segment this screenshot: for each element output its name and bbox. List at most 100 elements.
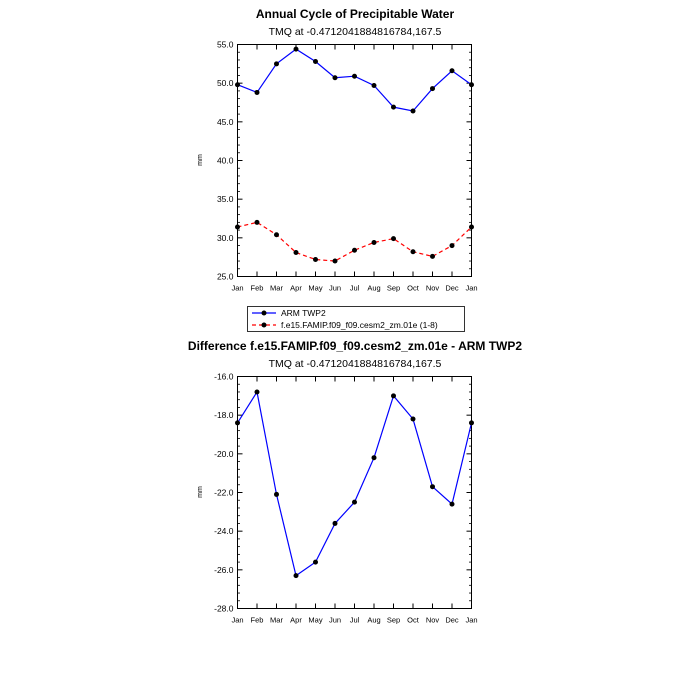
chart2-ytick-label: -26.0 — [214, 565, 234, 575]
chart2-subtitle: TMQ at -0.4712041884816784,167.5 — [269, 358, 442, 370]
chart1-xtick-label: Jun — [329, 284, 341, 293]
chart1-series-0-point — [371, 82, 377, 88]
chart2-xtick-label: Jan — [465, 616, 477, 625]
chart2-series-0-point — [469, 420, 474, 426]
chart1-xtick-label: Jul — [350, 284, 360, 293]
chart1-ylabel: mm — [197, 154, 204, 166]
chart2-series-line-0 — [236, 390, 473, 577]
chart1-series-1-point — [410, 249, 416, 255]
chart2-series-0-point — [293, 573, 299, 579]
chart1-series-0-point — [352, 73, 357, 79]
chart1-series-1-point — [235, 224, 240, 230]
chart1-series-0-point — [293, 46, 299, 52]
chart2-series-0-point — [254, 389, 260, 395]
chart1-series-1-point — [391, 236, 396, 242]
chart1-title: Annual Cycle of Precipitable Water — [256, 7, 455, 21]
chart2-xtick-label: Dec — [445, 616, 459, 625]
chart1-xtick-label: Jan — [231, 284, 243, 293]
chart2-series-0-point — [410, 416, 416, 422]
chart1-series-0-point — [469, 82, 474, 88]
chart1-series-1-point — [313, 256, 318, 262]
chart2-xtick-label: Mar — [270, 616, 283, 625]
chart1-xtick-label: Mar — [270, 284, 283, 293]
chart1-ytick-label: 55.0 — [217, 40, 234, 50]
chart2-xtick-label: Jul — [350, 616, 360, 625]
chart2-ytick-label: -22.0 — [214, 488, 234, 498]
chart2-xtick-label: Sep — [387, 616, 400, 625]
chart2-xtick-label: Nov — [426, 616, 440, 625]
chart1-series-1-point — [469, 224, 474, 230]
chart1-series-1-point — [352, 247, 357, 253]
chart1-series-1-point — [274, 232, 279, 238]
chart2-xtick-label: Oct — [407, 616, 420, 625]
chart1-ytick-label: 30.0 — [217, 233, 234, 243]
chart1-subtitle: TMQ at -0.4712041884816784,167.5 — [269, 26, 442, 38]
chart2-series-0-point — [313, 559, 318, 565]
chart1-ytick-label: 45.0 — [217, 117, 234, 127]
chart1-series-line-0 — [237, 48, 472, 112]
chart1-ytick-label: 25.0 — [217, 272, 234, 282]
chart1-series-1-point — [449, 243, 455, 249]
chart1-series-0-point — [391, 104, 396, 110]
chart1-series-0-point — [449, 68, 455, 74]
chart2-ytick-label: -24.0 — [214, 526, 234, 536]
chart1-series-1-point — [293, 250, 299, 256]
chart2-title: Difference f.e15.FAMIP.f09_f09.cesm2_zm.… — [188, 339, 522, 353]
chart2-ytick-label: -18.0 — [214, 410, 234, 420]
chart1-series — [235, 46, 474, 264]
chart1-ytick-label: 50.0 — [217, 78, 234, 88]
legend-marker-arm — [261, 310, 267, 316]
chart1-xtick-label: May — [308, 284, 322, 293]
chart1-xtick-label: Feb — [251, 284, 264, 293]
chart1-series-0-point — [332, 75, 338, 81]
legend-label-model: f.e15.FAMIP.f09_f09.cesm2_zm.01e (1-8) — [281, 320, 438, 330]
chart1-xtick-label: Sep — [387, 284, 400, 293]
chart2-xtick-label: May — [308, 616, 322, 625]
chart2-series-0-point — [352, 499, 357, 505]
chart1-xtick-label: Dec — [445, 284, 459, 293]
chart1-xtick-label: Aug — [367, 284, 380, 293]
chart1-series-1-point — [254, 219, 260, 225]
chart1-series-1-point — [430, 253, 435, 259]
chart1-series-1-point — [371, 239, 377, 245]
chart2-xtick-label: Jan — [231, 616, 243, 625]
chart1-y-axis: 25.0 30.0 35.0 40.0 45.0 50.0 55.0 — [217, 40, 472, 282]
chart1-ytick-label: 40.0 — [217, 156, 234, 166]
difference-chart: Difference f.e15.FAMIP.f09_f09.cesm2_zm.… — [188, 339, 522, 625]
chart2-series-0-point — [235, 420, 240, 426]
chart1-series-1-point — [332, 258, 338, 264]
chart1-plot-frame — [237, 44, 472, 277]
chart1-series-line-1 — [237, 221, 472, 262]
chart2-ytick-label: -28.0 — [214, 604, 234, 614]
annual-cycle-chart: Annual Cycle of Precipitable Water TMQ a… — [197, 7, 478, 293]
chart1-ytick-label: 35.0 — [217, 194, 234, 204]
chart1-series-0-point — [410, 108, 416, 114]
chart2-ytick-label: -20.0 — [214, 449, 234, 459]
chart2-xtick-label: Apr — [290, 616, 302, 625]
chart2-xtick-label: Jun — [329, 616, 341, 625]
chart1-xtick-label: Nov — [426, 284, 440, 293]
chart1-series-0-point — [274, 61, 279, 67]
legend-label-arm: ARM TWP2 — [281, 308, 326, 318]
legend-box — [247, 306, 465, 332]
chart2-series-0-point — [371, 455, 377, 461]
chart2-plot-frame — [237, 376, 472, 609]
chart2-x-axis: Jan Feb Mar Apr May Jun Jul Aug Sep Oct Nov Dec Jan — [231, 376, 478, 625]
chart1-series-0-point — [254, 89, 260, 95]
legend-marker-model — [261, 322, 267, 328]
chart2-series-0-point — [449, 501, 455, 507]
chart1-x-axis: Jan Feb Mar Apr May Jun Jul Aug Sep Oct Nov Dec Jan — [231, 44, 478, 293]
chart2-ytick-label: -16.0 — [214, 372, 234, 382]
chart2-series-0-point — [274, 491, 279, 497]
chart2-xtick-label: Aug — [367, 616, 380, 625]
chart2-series-0-point — [391, 393, 396, 399]
chart2-y-axis: -28.0 -26.0 -24.0 -22.0 -20.0 -18.0 -16.0 — [214, 372, 472, 614]
chart1-xtick-label: Oct — [407, 284, 420, 293]
chart2-series-0-point — [430, 484, 435, 490]
chart1-xtick-label: Apr — [290, 284, 302, 293]
chart2-series-0-point — [332, 520, 338, 526]
chart1-series-0-point — [430, 86, 435, 92]
chart1-xtick-label: Jan — [465, 284, 477, 293]
chart2-series — [235, 389, 474, 579]
